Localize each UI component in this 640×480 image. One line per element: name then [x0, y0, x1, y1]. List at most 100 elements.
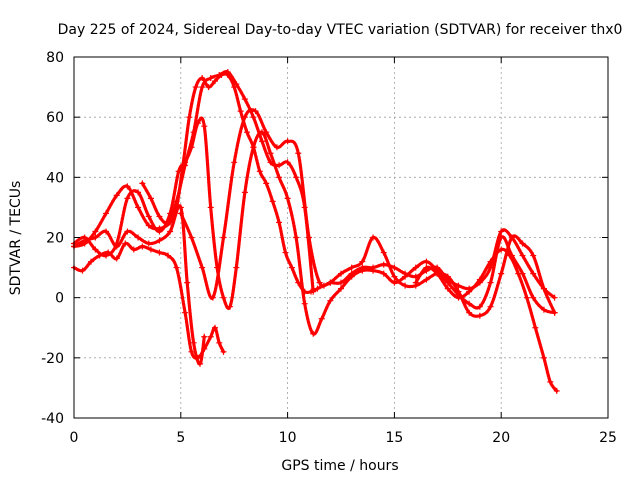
data-point-marker	[318, 315, 325, 322]
data-point-marker	[103, 210, 110, 217]
data-point-marker	[256, 168, 263, 175]
data-point-marker	[184, 279, 191, 286]
data-point-marker	[540, 285, 547, 292]
x-tick-label: 20	[492, 430, 510, 446]
data-point-marker	[224, 69, 231, 76]
data-point-marker	[523, 294, 530, 301]
data-point-marker	[233, 264, 240, 271]
data-point-marker	[487, 264, 494, 271]
data-point-marker	[267, 159, 274, 166]
data-point-marker	[135, 204, 142, 211]
data-point-marker	[216, 339, 223, 346]
data-point-marker	[211, 324, 218, 331]
data-point-marker	[139, 180, 146, 187]
data-point-marker	[338, 279, 344, 286]
data-point-marker	[498, 270, 505, 277]
data-point-marker	[250, 114, 257, 121]
data-point-marker	[220, 234, 227, 241]
data-point-marker	[199, 84, 206, 91]
y-tick-label: 0	[55, 291, 64, 307]
data-point-marker	[498, 228, 505, 235]
data-point-marker	[124, 228, 131, 235]
data-point-marker	[147, 246, 154, 253]
data-point-marker	[207, 75, 214, 82]
series-track-3	[71, 116, 558, 337]
data-point-marker	[515, 270, 522, 277]
data-point-marker	[487, 303, 494, 310]
data-point-marker	[434, 264, 441, 271]
data-point-marker	[547, 378, 554, 385]
chart-title: Day 225 of 2024, Sidereal Day-to-day VTE…	[58, 22, 623, 38]
data-point-marker	[314, 285, 321, 292]
data-point-marker	[551, 294, 558, 301]
data-point-marker	[530, 270, 537, 277]
data-point-marker	[519, 252, 526, 259]
data-point-marker	[192, 84, 199, 91]
data-point-marker	[263, 180, 270, 187]
data-point-marker	[402, 270, 409, 277]
data-point-marker	[380, 249, 387, 256]
x-tick-label: 0	[70, 430, 79, 446]
series-track-7	[412, 246, 560, 394]
data-point-marker	[338, 270, 344, 277]
data-point-marker	[293, 234, 300, 241]
data-point-marker	[231, 159, 238, 166]
data-point-marker	[487, 258, 494, 265]
data-point-marker	[233, 81, 240, 88]
data-point-marker	[79, 267, 86, 274]
series-track-2	[71, 204, 208, 367]
data-point-marker	[444, 276, 451, 283]
data-point-marker	[455, 294, 462, 301]
data-point-marker	[540, 306, 547, 313]
data-point-marker	[241, 189, 248, 196]
data-point-marker	[288, 264, 295, 271]
data-point-marker	[145, 222, 152, 229]
data-point-marker	[316, 279, 323, 286]
data-point-marker	[508, 234, 515, 241]
data-point-marker	[423, 276, 430, 283]
data-point-marker	[370, 264, 377, 271]
data-point-marker	[359, 258, 366, 265]
data-point-marker	[553, 387, 560, 394]
data-point-marker	[135, 189, 142, 196]
data-point-marker	[122, 240, 129, 247]
data-point-marker	[156, 249, 163, 256]
data-point-marker	[380, 261, 387, 268]
x-axis-label: GPS time / hours	[281, 458, 398, 474]
data-point-marker	[197, 360, 204, 367]
data-point-marker	[476, 276, 483, 283]
data-point-marker	[199, 264, 206, 271]
series-track-4	[71, 72, 558, 319]
data-point-marker	[359, 264, 366, 271]
data-point-marker	[173, 198, 180, 205]
series-track-6	[177, 108, 558, 301]
y-axis-label: SDTVAR / TECUs	[8, 181, 24, 296]
data-point-marker	[476, 312, 483, 319]
data-point-marker	[147, 195, 154, 202]
data-point-marker	[124, 183, 131, 190]
data-point-marker	[258, 138, 265, 145]
data-point-marker	[295, 150, 302, 157]
y-tick-label: 60	[46, 110, 64, 126]
data-point-marker	[530, 252, 537, 259]
data-point-marker	[186, 114, 193, 121]
data-point-marker	[305, 234, 312, 241]
data-point-marker	[211, 78, 218, 85]
data-point-marker	[310, 330, 317, 337]
data-point-marker	[156, 225, 163, 232]
data-point-marker	[231, 84, 238, 91]
data-point-marker	[164, 252, 171, 259]
series-line	[414, 247, 559, 393]
data-point-marker	[205, 84, 212, 91]
x-tick-label: 25	[599, 430, 617, 446]
data-point-marker	[244, 129, 251, 136]
data-point-marker	[391, 273, 398, 280]
data-point-marker	[135, 234, 142, 241]
data-point-marker	[113, 192, 120, 199]
data-series	[71, 69, 560, 394]
data-point-marker	[182, 309, 189, 316]
data-point-marker	[370, 234, 377, 241]
data-point-marker	[423, 258, 430, 265]
x-tick-label: 15	[385, 430, 403, 446]
